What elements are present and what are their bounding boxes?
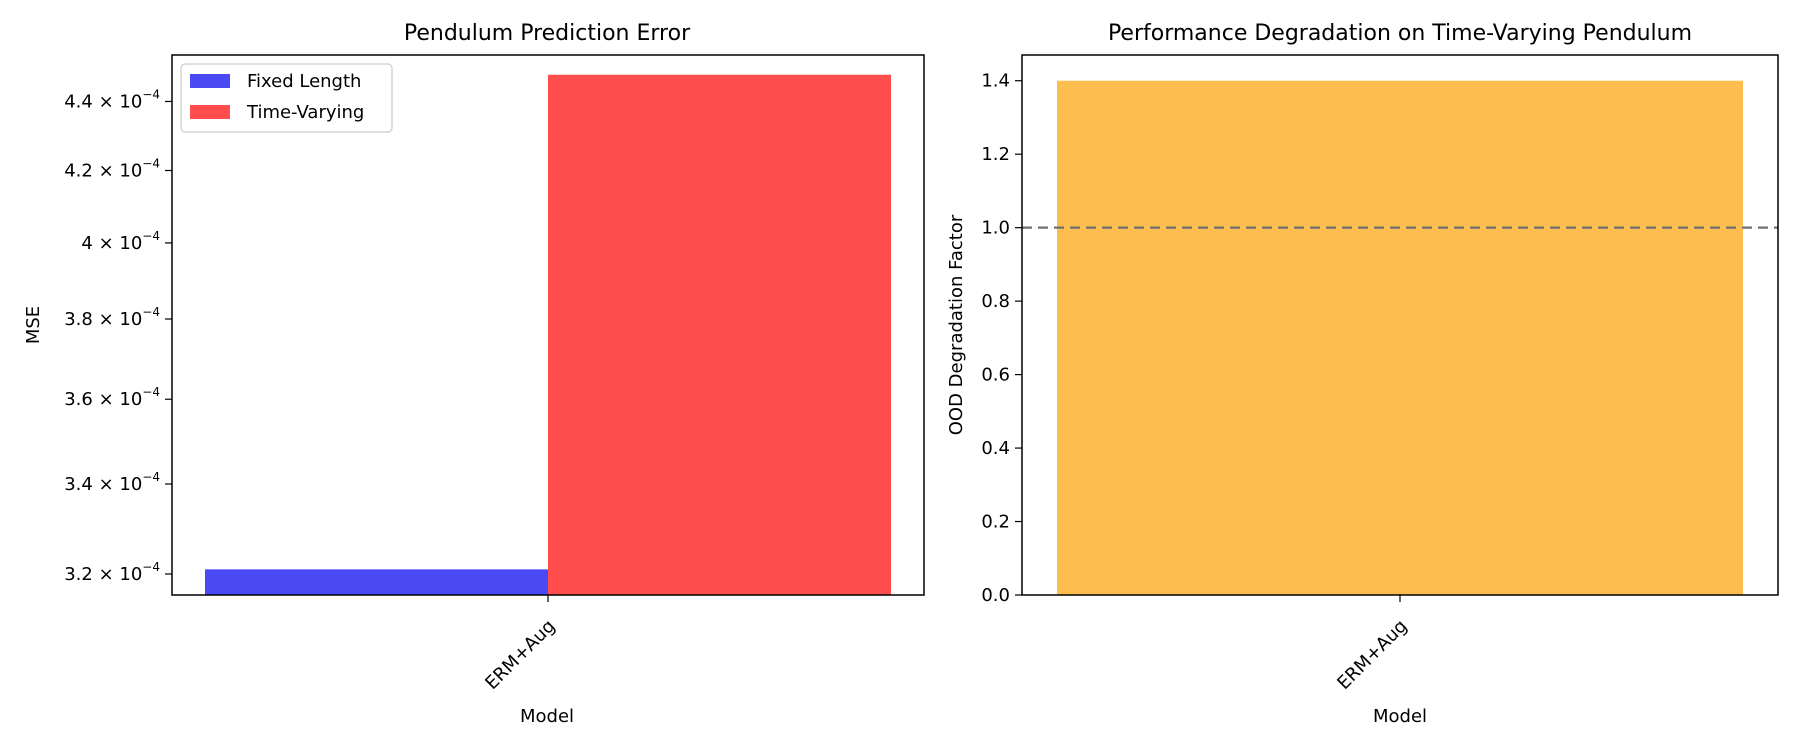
y-tick-label: 0.4 (981, 438, 1010, 459)
legend-swatch (190, 105, 230, 119)
y-axis-label: OOD Degradation Factor (946, 214, 967, 435)
y-tick-label: 0.8 (981, 291, 1010, 312)
y-axis-label: MSE (23, 306, 44, 344)
legend-swatch (190, 74, 230, 88)
legend-box (180, 63, 393, 133)
plot-frame (1021, 54, 1779, 596)
bar-time-varying (548, 74, 891, 595)
plot-frame (171, 54, 925, 596)
chart-mse: Pendulum Prediction Error 3.2 × 10−4 3.4 … (23, 21, 925, 727)
bars-group (205, 74, 891, 595)
bars-group (1057, 80, 1743, 595)
y-tick-label: 3.4 × 10−4 (64, 470, 160, 495)
y-ticks: 0.0 0.2 0.4 0.6 0.8 1.0 1.2 1.4 (981, 71, 1022, 606)
y-tick-label: 1.4 (981, 71, 1010, 92)
chart-title: Pendulum Prediction Error (404, 21, 691, 46)
y-tick-label: 3.2 × 10−4 (64, 560, 160, 585)
y-tick-label: 4.4 × 10−4 (64, 87, 160, 112)
y-tick-label: 0.6 (981, 365, 1010, 386)
chart-degradation: Performance Degradation on Time-Varying … (946, 21, 1779, 727)
y-tick-label: 0.2 (981, 512, 1010, 533)
legend-label: Time-Varying (246, 102, 364, 123)
y-tick-label: 1.2 (981, 144, 1010, 165)
y-tick-label: 3.6 × 10−4 (64, 385, 160, 410)
bar-degradation-factor (1057, 80, 1743, 595)
y-tick-label: 4 × 10−4 (81, 229, 160, 254)
legend-label: Fixed Length (247, 71, 361, 92)
chart-title: Performance Degradation on Time-Varying … (1108, 21, 1692, 46)
x-axis-label: Model (520, 706, 574, 727)
y-ticks: 3.2 × 10−4 3.4 × 10−4 3.6 × 10−4 3.8 × 10−4… (64, 87, 172, 585)
y-tick-label: 4.2 × 10−4 (64, 157, 160, 182)
x-axis-label: Model (1373, 706, 1427, 727)
y-tick-label: 3.8 × 10−4 (64, 305, 160, 330)
bar-fixed-length (205, 569, 548, 595)
legend: Fixed Length Time-Varying (180, 63, 393, 133)
y-tick-label: 1.0 (981, 218, 1010, 239)
y-tick-label: 0.0 (981, 585, 1010, 606)
